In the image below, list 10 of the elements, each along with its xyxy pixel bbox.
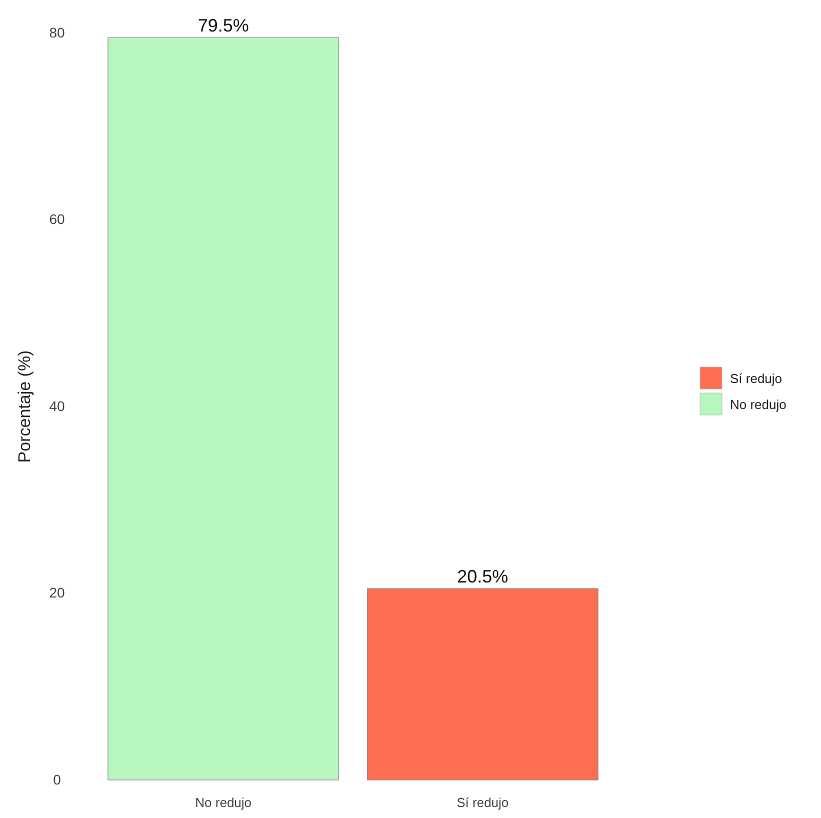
- y-tick-label: 0: [53, 771, 62, 788]
- y-tick-label: 80: [49, 24, 65, 40]
- data-label: 79.5%: [198, 16, 249, 36]
- y-tick-label: 20: [49, 584, 65, 601]
- y-tick-label: 60: [49, 211, 65, 228]
- legend-label: No redujo: [730, 397, 786, 412]
- data-label: 20.5%: [457, 566, 508, 587]
- y-tick-label: 40: [49, 398, 65, 414]
- y-axis-title: Porcentaje (%): [15, 350, 34, 463]
- legend-label: Sí redujo: [730, 371, 782, 386]
